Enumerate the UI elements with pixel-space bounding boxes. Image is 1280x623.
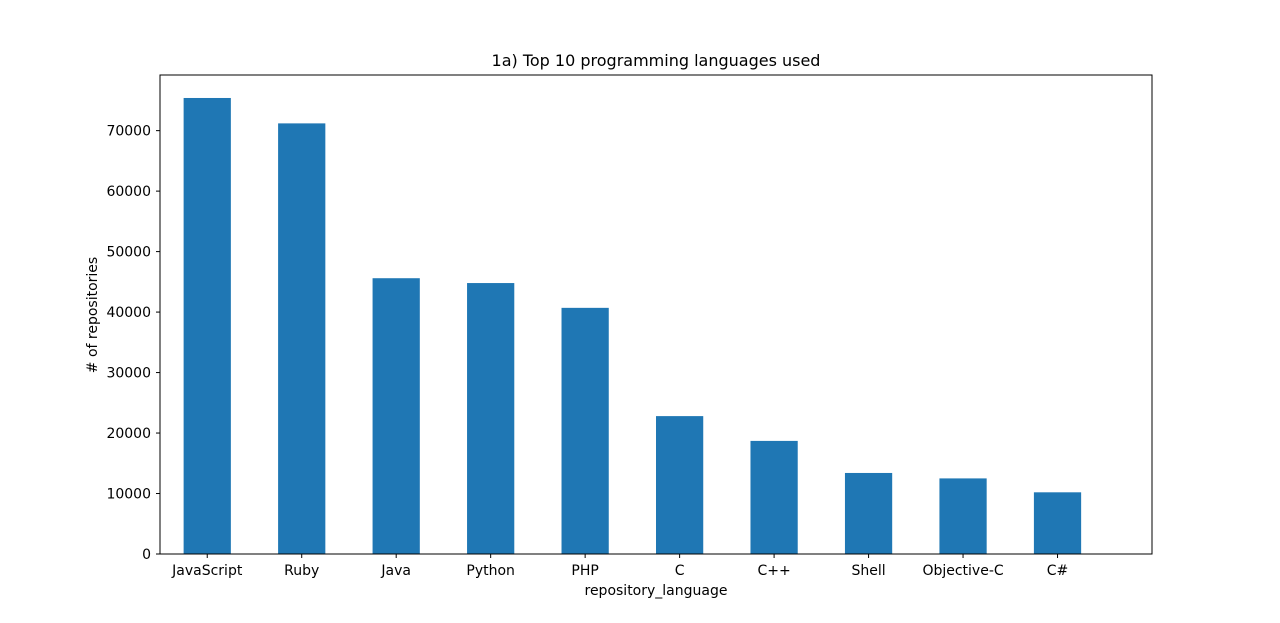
x-tick-label: PHP bbox=[571, 563, 598, 579]
bar-php bbox=[561, 307, 609, 554]
bar-c- bbox=[1033, 492, 1082, 554]
bar-objective-c bbox=[939, 478, 987, 554]
bar-c bbox=[656, 416, 704, 554]
y-axis: 0 10000 20000 30000 40000 50000 60000 70000 bbox=[106, 124, 160, 563]
bar-ruby bbox=[278, 123, 326, 554]
y-tick-label: 30000 bbox=[106, 366, 151, 382]
y-tick-label: 0 bbox=[142, 547, 151, 563]
x-tick-label: Ruby bbox=[284, 563, 319, 579]
x-axis: JavaScript Ruby Java Python PHP C C++ Shell Obje… bbox=[171, 554, 1068, 579]
y-axis-label: # of repositories bbox=[85, 257, 101, 373]
x-tick-label: C++ bbox=[757, 563, 790, 579]
bar-c- bbox=[750, 440, 798, 554]
x-tick-label: Shell bbox=[851, 563, 885, 579]
x-axis-label: repository_language bbox=[585, 583, 728, 599]
y-tick-label: 60000 bbox=[106, 184, 151, 200]
x-tick-label: JavaScript bbox=[171, 563, 243, 579]
bars-group bbox=[183, 97, 1082, 554]
y-tick-label: 20000 bbox=[106, 426, 151, 442]
chart-title: 1a) Top 10 programming languages used bbox=[492, 51, 821, 70]
x-tick-label: C bbox=[675, 563, 685, 579]
x-tick-label: Java bbox=[380, 563, 411, 579]
y-tick-label: 70000 bbox=[106, 124, 151, 140]
plot-frame bbox=[159, 74, 1153, 555]
bar-shell bbox=[844, 472, 893, 554]
y-tick-label: 10000 bbox=[106, 487, 151, 503]
x-tick-label: C# bbox=[1047, 563, 1069, 579]
bar-javascript bbox=[183, 97, 231, 554]
bar-java bbox=[372, 278, 420, 554]
y-tick-label: 40000 bbox=[106, 305, 151, 321]
y-tick-label: 50000 bbox=[106, 245, 151, 261]
x-tick-label: Objective-C bbox=[922, 563, 1003, 579]
bar-python bbox=[467, 283, 515, 554]
x-tick-label: Python bbox=[466, 563, 515, 579]
